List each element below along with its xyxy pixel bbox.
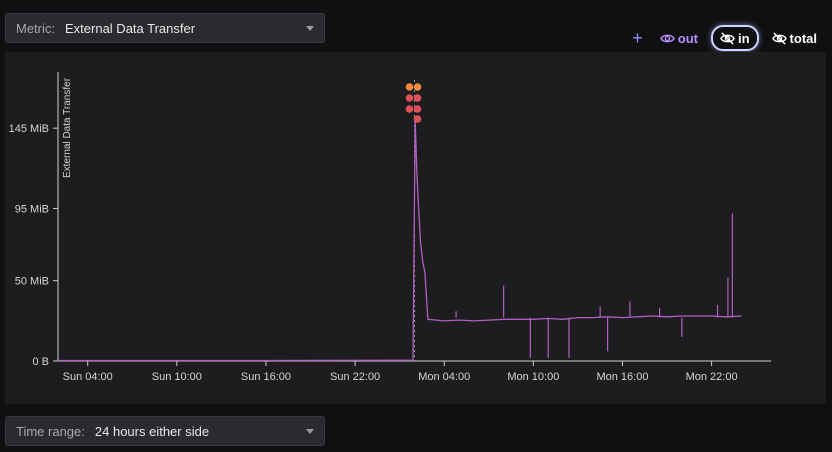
event-marker: [413, 94, 422, 102]
chevron-down-icon: [306, 25, 314, 31]
chart[interactable]: 0 B 50 MiB 95 MiB 145 MiB Sun 04:00 Sun 10:00…: [5, 52, 826, 404]
time-range-select[interactable]: Time range: 24 hours either side: [5, 416, 325, 446]
y-tick-label: 0 B: [32, 356, 49, 368]
chart-panel: 0 B 50 MiB 95 MiB 145 MiB Sun 04:00 Sun 10:00…: [5, 52, 826, 404]
y-tick-label: 145 MiB: [9, 123, 49, 135]
x-tick-label: Mon 10:00: [507, 371, 559, 383]
toggle-out[interactable]: out: [657, 27, 701, 49]
metric-select-label: Metric:: [16, 20, 55, 36]
event-marker: [405, 94, 414, 102]
eye-icon: [659, 34, 675, 42]
x-tick-label: Mon 04:00: [418, 371, 470, 383]
toggle-out-label: out: [677, 30, 698, 46]
y-axis-label: External Data Transfer: [62, 77, 73, 178]
event-marker: [405, 83, 414, 91]
add-series-button[interactable]: +: [632, 27, 643, 48]
series-line: [58, 120, 742, 362]
y-tick-label: 95 MiB: [15, 203, 49, 215]
event-marker: [405, 105, 414, 113]
toggle-in-label: in: [737, 30, 750, 46]
toggle-total[interactable]: total: [769, 27, 820, 49]
toggle-in[interactable]: in: [710, 25, 759, 51]
eye-off-icon: [771, 31, 787, 45]
y-tick-label: 50 MiB: [15, 276, 49, 288]
chevron-down-icon: [306, 428, 314, 434]
x-tick-label: Sun 16:00: [241, 371, 291, 383]
x-tick-label: Mon 22:00: [686, 371, 738, 383]
x-tick-label: Mon 16:00: [596, 371, 648, 383]
metric-select-value: External Data Transfer: [65, 20, 196, 36]
x-tick-label: Sun 22:00: [330, 371, 380, 383]
toggle-total-label: total: [789, 30, 817, 46]
metric-select[interactable]: Metric: External Data Transfer: [5, 13, 325, 43]
eye-off-icon: [720, 31, 735, 45]
event-marker: [413, 115, 422, 123]
x-tick-label: Sun 04:00: [63, 371, 113, 383]
event-marker: [413, 105, 422, 113]
series-toggles: + out in total: [628, 25, 820, 51]
time-range-label: Time range:: [16, 423, 85, 439]
time-range-value: 24 hours either side: [94, 423, 210, 439]
x-tick-label: Sun 10:00: [152, 371, 202, 383]
event-marker: [413, 83, 422, 91]
